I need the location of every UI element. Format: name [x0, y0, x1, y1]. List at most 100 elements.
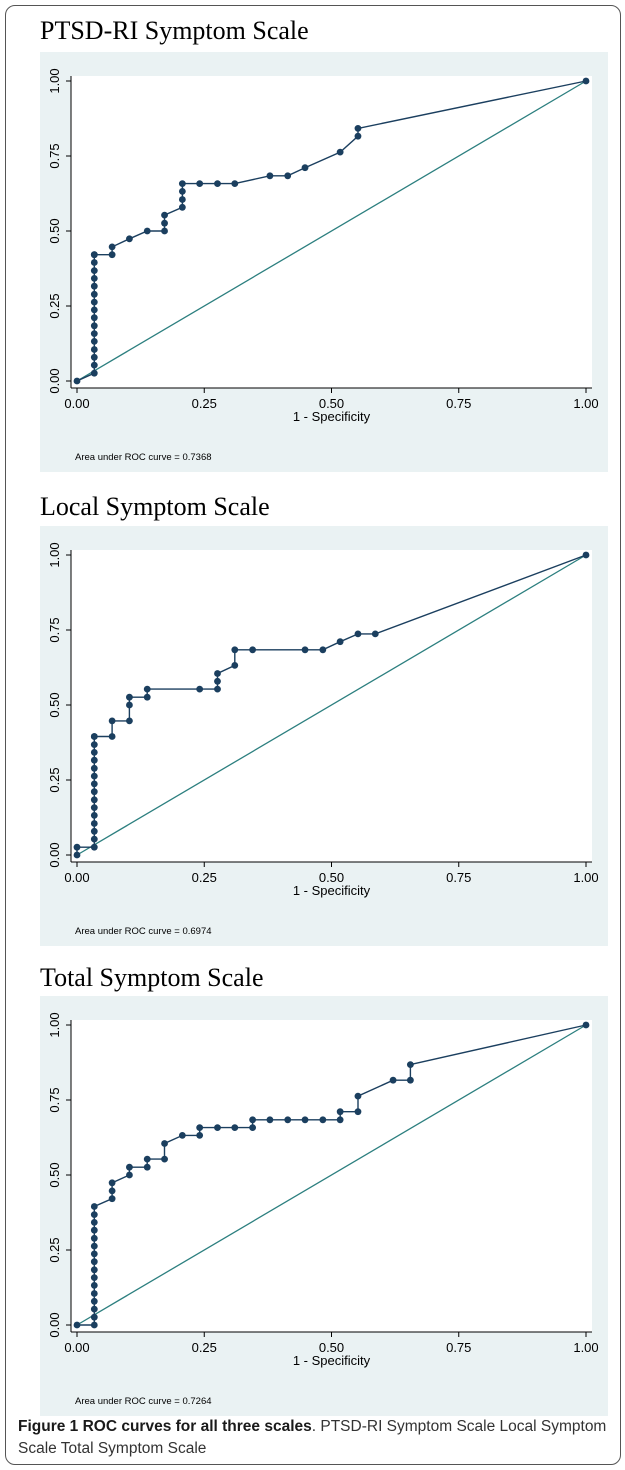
auc-note: Area under ROC curve = 0.6974 [75, 926, 212, 937]
y-tick-label: 0.00 [47, 368, 62, 393]
roc-chart-total: 0.00 0.25 0.50 0.75 1.00 0.00 0.25 0.50 0.75 1.00… [40, 996, 608, 1416]
roc-point [90, 1219, 98, 1226]
roc-point [90, 259, 98, 266]
x-tick-label: 0.75 [446, 396, 471, 411]
x-tick-label: 0.00 [64, 870, 89, 885]
roc-point [249, 1116, 257, 1124]
roc-point [90, 1282, 98, 1289]
roc-point [90, 1297, 98, 1305]
roc-point [90, 275, 98, 282]
roc-point [90, 812, 98, 819]
roc-point [108, 1179, 116, 1187]
roc-point [161, 1155, 168, 1163]
roc-point [90, 346, 98, 353]
roc-point [90, 827, 98, 835]
roc-point [371, 630, 379, 638]
roc-point [249, 646, 257, 654]
y-tick-label: 0.25 [47, 293, 62, 318]
roc-point [90, 290, 98, 298]
x-tick-label: 1.00 [573, 396, 598, 411]
roc-point [178, 188, 186, 195]
y-tick-label: 0.50 [47, 692, 62, 717]
y-tick-label: 0.00 [47, 842, 62, 867]
roc-point [90, 1211, 98, 1218]
roc-point [389, 1076, 397, 1084]
roc-point [90, 804, 98, 811]
roc-point [231, 1124, 239, 1131]
roc-point [161, 227, 168, 235]
roc-point [90, 1313, 98, 1321]
roc-point [108, 717, 116, 725]
roc-point [143, 685, 151, 693]
caption-text: . PTSD-RI Symptom Scale Local Symptom Sc… [18, 1418, 607, 1457]
roc-point [336, 638, 344, 646]
roc-point [214, 677, 221, 685]
roc-point [582, 1021, 590, 1029]
roc-point [178, 196, 186, 203]
roc-point [108, 1195, 116, 1203]
roc-point [196, 180, 204, 188]
roc-point [336, 148, 344, 156]
roc-point [90, 820, 98, 827]
roc-point [90, 1266, 98, 1274]
roc-point [90, 251, 98, 259]
roc-point [90, 1226, 98, 1234]
roc-point [284, 172, 292, 180]
caption-title: Figure 1 ROC curves for all three scales [18, 1418, 312, 1435]
roc-point [90, 1321, 98, 1329]
roc-point [90, 764, 98, 772]
roc-point [301, 164, 309, 172]
y-tick-label: 1.00 [47, 542, 62, 567]
roc-point [90, 756, 98, 764]
roc-point [214, 180, 221, 188]
roc-point [90, 1242, 98, 1250]
roc-point [301, 646, 309, 654]
roc-point [90, 1305, 98, 1313]
roc-point [90, 1250, 98, 1258]
roc-point [90, 322, 98, 330]
roc-point [90, 843, 98, 851]
x-tick-label: 0.00 [64, 1340, 89, 1355]
roc-point [90, 298, 98, 306]
roc-point [126, 235, 133, 243]
roc-point [90, 741, 98, 748]
roc-point [196, 1124, 204, 1131]
roc-point [90, 1203, 98, 1210]
roc-point [90, 1234, 98, 1242]
roc-point [90, 835, 98, 843]
roc-point [143, 1155, 151, 1163]
x-tick-label: 0.75 [446, 870, 471, 885]
roc-point [582, 551, 590, 559]
x-tick-label: 0.25 [192, 396, 217, 411]
y-tick-label: 1.00 [47, 68, 62, 93]
roc-point [90, 772, 98, 780]
panel-title-ptsd: PTSD-RI Symptom Scale [40, 16, 309, 45]
roc-point [143, 1163, 151, 1171]
roc-point [90, 780, 98, 788]
roc-point [126, 701, 133, 709]
x-tick-label: 0.50 [319, 870, 344, 885]
roc-point [214, 1124, 221, 1131]
roc-point [90, 369, 98, 377]
roc-point [249, 1124, 257, 1131]
roc-point [90, 282, 98, 290]
roc-point [266, 172, 274, 180]
x-tick-label: 1.00 [573, 870, 598, 885]
roc-point [336, 1108, 344, 1116]
roc-point [196, 1132, 204, 1139]
y-tick-label: 0.75 [47, 1087, 62, 1112]
roc-point [354, 1092, 362, 1100]
roc-point [73, 1321, 81, 1329]
roc-point [196, 685, 204, 693]
roc-point [126, 693, 133, 701]
roc-point [354, 630, 362, 638]
roc-point [354, 1108, 362, 1116]
roc-point [90, 306, 98, 314]
y-tick-label: 0.50 [47, 218, 62, 243]
roc-point [90, 330, 98, 337]
roc-point [178, 1132, 186, 1139]
x-tick-label: 0.25 [192, 1340, 217, 1355]
auc-note: Area under ROC curve = 0.7368 [75, 452, 212, 463]
roc-point [319, 646, 327, 654]
roc-point [90, 796, 98, 804]
